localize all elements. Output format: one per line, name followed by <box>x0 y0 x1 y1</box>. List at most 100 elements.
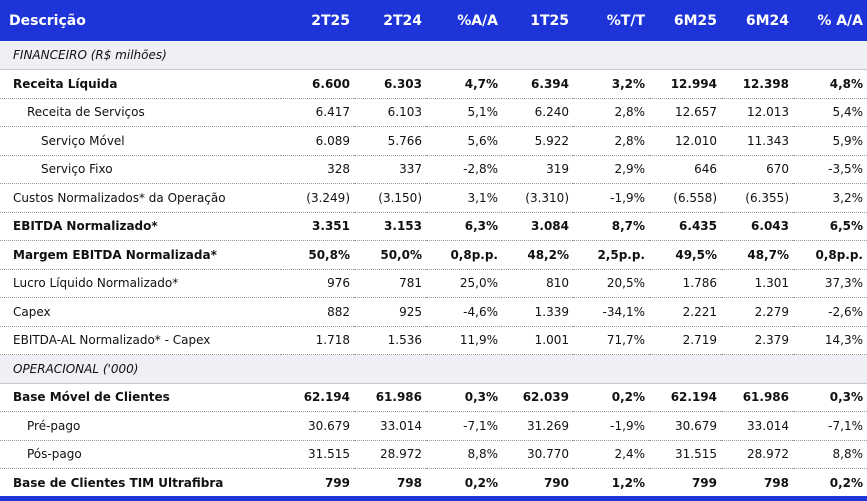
value-cell: 20,5% <box>573 269 649 298</box>
value-cell: -3,5% <box>793 155 867 184</box>
row-label: Custos Normalizados* da Operação <box>0 183 281 213</box>
value-cell: -7,1% <box>793 411 867 441</box>
row-label: Serviço Móvel <box>0 126 281 156</box>
row-label: Capex <box>0 297 281 327</box>
value-cell: 48,2% <box>502 240 573 270</box>
value-cell: 0,3% <box>426 383 502 412</box>
header-cell-6m25: 6M25 <box>673 12 717 29</box>
value-cell: 8,8% <box>793 440 867 469</box>
value-cell: 319 <box>502 155 573 184</box>
table-row: Capex 882 925 -4,6% 1.339 -34,1% 2.221 2.279 -2,… <box>0 297 867 327</box>
value-cell: 328 <box>281 155 354 184</box>
table-row: Pré-pago 30.679 33.014 -7,1% 31.269 -1,9% 30.6… <box>0 411 867 441</box>
value-cell: 5.766 <box>354 126 426 156</box>
value-cell: (3.310) <box>502 183 573 213</box>
value-cell: 1,2% <box>573 468 649 498</box>
value-cell: 61.986 <box>354 383 426 412</box>
header-cell-aa: %A/A <box>457 12 498 29</box>
value-cell: 62.039 <box>502 383 573 412</box>
value-cell: 49,5% <box>649 240 721 270</box>
value-cell: 0,8p.p. <box>793 240 867 270</box>
value-cell: 3,2% <box>573 69 649 99</box>
value-cell: 6,3% <box>426 212 502 241</box>
value-cell: 6.394 <box>502 69 573 99</box>
value-cell: 1.718 <box>281 326 354 355</box>
row-label: Base de Clientes TIM Ultrafibra <box>0 468 281 498</box>
row-label: Receita Líquida <box>0 69 281 99</box>
value-cell: 2,8% <box>573 126 649 156</box>
table-row: Custos Normalizados* da Operação (3.249)(… <box>0 183 867 213</box>
section-row: FINANCEIRO (R$ milhões) <box>0 41 867 70</box>
value-cell: 790 <box>502 468 573 498</box>
bottom-accent-bar <box>0 496 867 501</box>
value-cell: 12.010 <box>649 126 721 156</box>
value-cell: 798 <box>354 468 426 498</box>
value-cell: 28.972 <box>354 440 426 469</box>
table-row: Receita Líquida 6.600 6.303 4,7% 6.394 3,2% 12… <box>0 69 867 99</box>
row-label: EBITDA Normalizado* <box>0 212 281 241</box>
value-cell: 5,6% <box>426 126 502 156</box>
header-cell-descricao: Descrição <box>9 12 86 29</box>
value-cell: 50,8% <box>281 240 354 270</box>
section-row: OPERACIONAL ('000) <box>0 354 867 384</box>
value-cell: 33.014 <box>721 411 793 441</box>
section-label: FINANCEIRO (R$ milhões) <box>0 41 867 70</box>
value-cell: 31.515 <box>281 440 354 469</box>
row-label: Pré-pago <box>0 411 281 441</box>
value-cell: 2.279 <box>721 297 793 327</box>
value-cell: 62.194 <box>649 383 721 412</box>
value-cell: (6.558) <box>649 183 721 213</box>
value-cell: 5,1% <box>426 98 502 127</box>
row-label: Lucro Líquido Normalizado* <box>0 269 281 298</box>
value-cell: 3.153 <box>354 212 426 241</box>
value-cell: 4,7% <box>426 69 502 99</box>
value-cell: 11.343 <box>721 126 793 156</box>
row-label: Pós-pago <box>0 440 281 469</box>
table-row: Serviço Móvel 6.089 5.766 5,6% 5.922 2,8% 12.0… <box>0 126 867 156</box>
value-cell: 14,3% <box>793 326 867 355</box>
value-cell: 670 <box>721 155 793 184</box>
value-cell: 8,8% <box>426 440 502 469</box>
header-row: Descrição 2T25 2T24 %A/A 1T25 %T/T 6M25 … <box>0 0 867 41</box>
value-cell: 5,4% <box>793 98 867 127</box>
table-row: Base de Clientes TIM Ultrafibra 799 798 0,2… <box>0 468 867 498</box>
table-header: Descrição 2T25 2T24 %A/A 1T25 %T/T 6M25 … <box>0 0 867 41</box>
value-cell: -4,6% <box>426 297 502 327</box>
value-cell: -1,9% <box>573 183 649 213</box>
value-cell: 30.679 <box>649 411 721 441</box>
header-cell-1t25: 1T25 <box>530 12 569 29</box>
table-row: Base Móvel de Clientes 62.194 61.986 0,3% 62… <box>0 383 867 412</box>
value-cell: 6.435 <box>649 212 721 241</box>
value-cell: 3,1% <box>426 183 502 213</box>
row-label: Margem EBITDA Normalizada* <box>0 240 281 270</box>
value-cell: 5.922 <box>502 126 573 156</box>
table-row: Margem EBITDA Normalizada* 50,8% 50,0% 0,8p… <box>0 240 867 270</box>
value-cell: 2,4% <box>573 440 649 469</box>
table-row: Receita de Serviços 6.417 6.103 5,1% 6.240 2,… <box>0 98 867 127</box>
value-cell: -2,8% <box>426 155 502 184</box>
value-cell: 799 <box>281 468 354 498</box>
value-cell: 0,2% <box>426 468 502 498</box>
row-label: Receita de Serviços <box>0 98 281 127</box>
value-cell: 6.303 <box>354 69 426 99</box>
value-cell: 646 <box>649 155 721 184</box>
value-cell: 2.221 <box>649 297 721 327</box>
value-cell: 33.014 <box>354 411 426 441</box>
value-cell: 2,8% <box>573 98 649 127</box>
header-cell-2t25: 2T25 <box>311 12 350 29</box>
table-row: Serviço Fixo 328 337 -2,8% 319 2,9% 646 670 -3,5… <box>0 155 867 184</box>
value-cell: 28.972 <box>721 440 793 469</box>
value-cell: 3.084 <box>502 212 573 241</box>
section-label: OPERACIONAL ('000) <box>0 354 867 384</box>
value-cell: 6.089 <box>281 126 354 156</box>
value-cell: 1.301 <box>721 269 793 298</box>
value-cell: 30.679 <box>281 411 354 441</box>
table-row: Pós-pago 31.515 28.972 8,8% 30.770 2,4% 31.515… <box>0 440 867 469</box>
value-cell: 12.398 <box>721 69 793 99</box>
value-cell: 1.536 <box>354 326 426 355</box>
value-cell: 799 <box>649 468 721 498</box>
value-cell: 0,8p.p. <box>426 240 502 270</box>
value-cell: 4,8% <box>793 69 867 99</box>
